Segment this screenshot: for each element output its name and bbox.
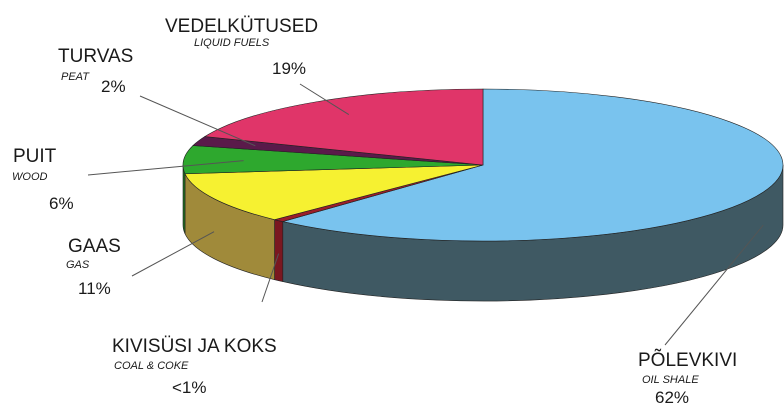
- label-group-wood: PUIT WOOD 6%: [12, 146, 74, 213]
- label-group-oil-shale: PÕLEVKIVI OIL SHALE 62%: [638, 349, 737, 405]
- pie-slice-liquid-fuels: [203, 88, 484, 166]
- gas-percent: 11%: [78, 279, 111, 298]
- leader-line-liquid-fuels: [299, 83, 350, 116]
- wood-percent: 6%: [49, 194, 74, 213]
- peat-percent: 2%: [101, 77, 126, 96]
- liquid-fuels-label: VEDELKÜTUSED: [165, 16, 318, 37]
- peat-sublabel: PEAT: [61, 71, 90, 83]
- label-group-gas: GAAS GAS 11%: [66, 236, 121, 298]
- pie-slice-oil-shale: [282, 88, 784, 242]
- oil-shale-percent: 62%: [655, 388, 689, 405]
- gas-label: GAAS: [68, 236, 121, 257]
- coal-coke-sublabel: COAL & COKE: [114, 360, 189, 372]
- pie-slice-gas: [184, 164, 484, 220]
- peat-label: TURVAS: [58, 46, 133, 67]
- label-group-liquid-fuels: VEDELKÜTUSED LIQUID FUELS 19%: [165, 16, 318, 78]
- oil-shale-sublabel: OIL SHALE: [642, 374, 699, 386]
- leader-line-oil-shale: [664, 224, 764, 346]
- wood-label: PUIT: [13, 146, 57, 167]
- oil-shale-label: PÕLEVKIVI: [638, 349, 737, 371]
- leader-lines: [87, 83, 764, 346]
- pie-slices: [182, 88, 784, 302]
- coal-coke-percent: <1%: [172, 378, 207, 397]
- leader-line-peat: [139, 95, 256, 147]
- wood-sublabel: WOOD: [12, 171, 47, 183]
- leader-line-coal-coke: [261, 253, 280, 303]
- liquid-fuels-sublabel: LIQUID FUELS: [194, 37, 270, 49]
- label-group-coal-coke: KIVISÜSI JA KOKS COAL & COKE <1%: [112, 336, 277, 397]
- pie-side-coal-coke: [274, 219, 284, 282]
- liquid-fuels-percent: 19%: [272, 59, 306, 78]
- leader-line-wood: [87, 160, 244, 176]
- leader-line-gas: [131, 231, 215, 277]
- coal-coke-label: KIVISÜSI JA KOKS: [112, 336, 277, 357]
- gas-sublabel: GAS: [66, 259, 90, 271]
- pie-side-wood: [182, 164, 186, 234]
- label-group-peat: TURVAS PEAT 2%: [58, 46, 133, 96]
